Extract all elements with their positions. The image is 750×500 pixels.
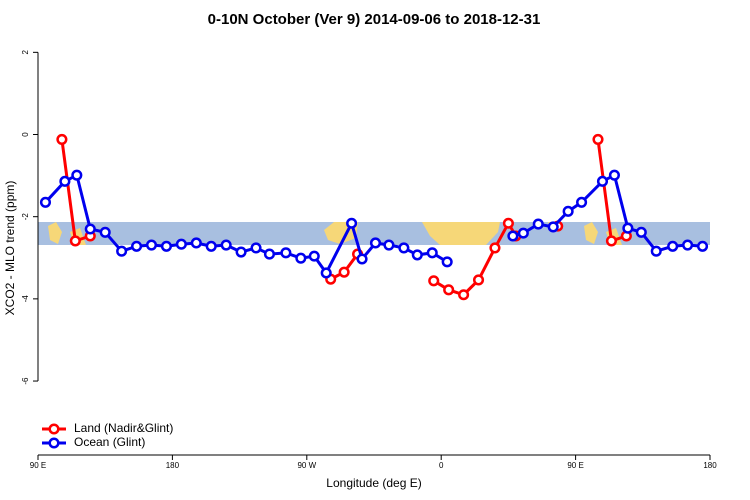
point bbox=[99, 226, 111, 238]
x-tick-label: 90 E bbox=[567, 461, 583, 470]
point bbox=[250, 242, 262, 254]
legend-marker bbox=[48, 423, 60, 435]
x-tick-label: 0 bbox=[439, 461, 444, 470]
point bbox=[682, 239, 694, 251]
y-axis-label: XCO2 - MLO trend (ppm) bbox=[3, 181, 17, 316]
point bbox=[517, 227, 529, 239]
point bbox=[472, 274, 485, 286]
land-patch bbox=[48, 222, 62, 244]
chart-title: 0-10N October (Ver 9) 2014-09-06 to 2018… bbox=[208, 11, 541, 28]
x-tick-label: 180 bbox=[166, 461, 180, 470]
x-tick-label: 90 W bbox=[297, 461, 316, 470]
legend-marker bbox=[48, 437, 60, 449]
point bbox=[502, 217, 514, 229]
point bbox=[596, 175, 609, 187]
point bbox=[131, 240, 143, 252]
point bbox=[59, 175, 71, 187]
y-tick-label: 2 bbox=[21, 50, 30, 55]
point bbox=[383, 239, 395, 251]
y-tick-label: -2 bbox=[21, 213, 30, 221]
point bbox=[346, 217, 358, 229]
point bbox=[356, 253, 368, 265]
point bbox=[592, 133, 604, 145]
land-patch bbox=[422, 222, 500, 245]
x-tick-label: 90 E bbox=[30, 461, 46, 470]
point bbox=[605, 235, 617, 247]
point bbox=[667, 240, 679, 252]
legend-label: Ocean (Glint) bbox=[74, 435, 145, 449]
y-tick-label: 0 bbox=[21, 132, 30, 137]
point bbox=[398, 242, 410, 254]
point bbox=[56, 133, 68, 145]
point bbox=[145, 239, 158, 251]
point bbox=[608, 169, 620, 181]
point bbox=[263, 248, 276, 260]
point bbox=[190, 237, 202, 249]
point bbox=[441, 256, 453, 268]
point bbox=[116, 245, 128, 257]
y-tick-label: -4 bbox=[21, 295, 30, 303]
point bbox=[532, 218, 544, 230]
point bbox=[69, 235, 81, 247]
point bbox=[562, 205, 574, 217]
point bbox=[411, 249, 423, 261]
point bbox=[696, 240, 709, 252]
point bbox=[547, 221, 559, 233]
point bbox=[428, 275, 440, 287]
point bbox=[426, 247, 438, 259]
point bbox=[650, 245, 662, 257]
point bbox=[84, 223, 96, 235]
point bbox=[635, 226, 647, 238]
land-patch bbox=[584, 222, 598, 244]
point bbox=[576, 196, 588, 208]
point bbox=[320, 267, 332, 279]
point bbox=[160, 240, 172, 252]
point bbox=[71, 169, 83, 181]
legend-label: Land (Nadir&Glint) bbox=[74, 421, 173, 435]
point bbox=[458, 289, 470, 301]
point bbox=[443, 284, 455, 296]
point bbox=[622, 222, 634, 234]
point bbox=[338, 266, 350, 278]
point bbox=[39, 196, 52, 208]
point bbox=[489, 242, 501, 254]
point bbox=[235, 246, 247, 258]
point bbox=[308, 250, 320, 262]
x-axis-label: Longitude (deg E) bbox=[326, 476, 421, 490]
point bbox=[205, 240, 217, 252]
point bbox=[175, 238, 187, 250]
x-tick-label: 180 bbox=[703, 461, 717, 470]
y-tick-label: -6 bbox=[21, 377, 30, 385]
point bbox=[220, 239, 232, 251]
point bbox=[507, 230, 519, 242]
point bbox=[369, 237, 382, 249]
point bbox=[295, 252, 307, 264]
point bbox=[280, 247, 292, 259]
